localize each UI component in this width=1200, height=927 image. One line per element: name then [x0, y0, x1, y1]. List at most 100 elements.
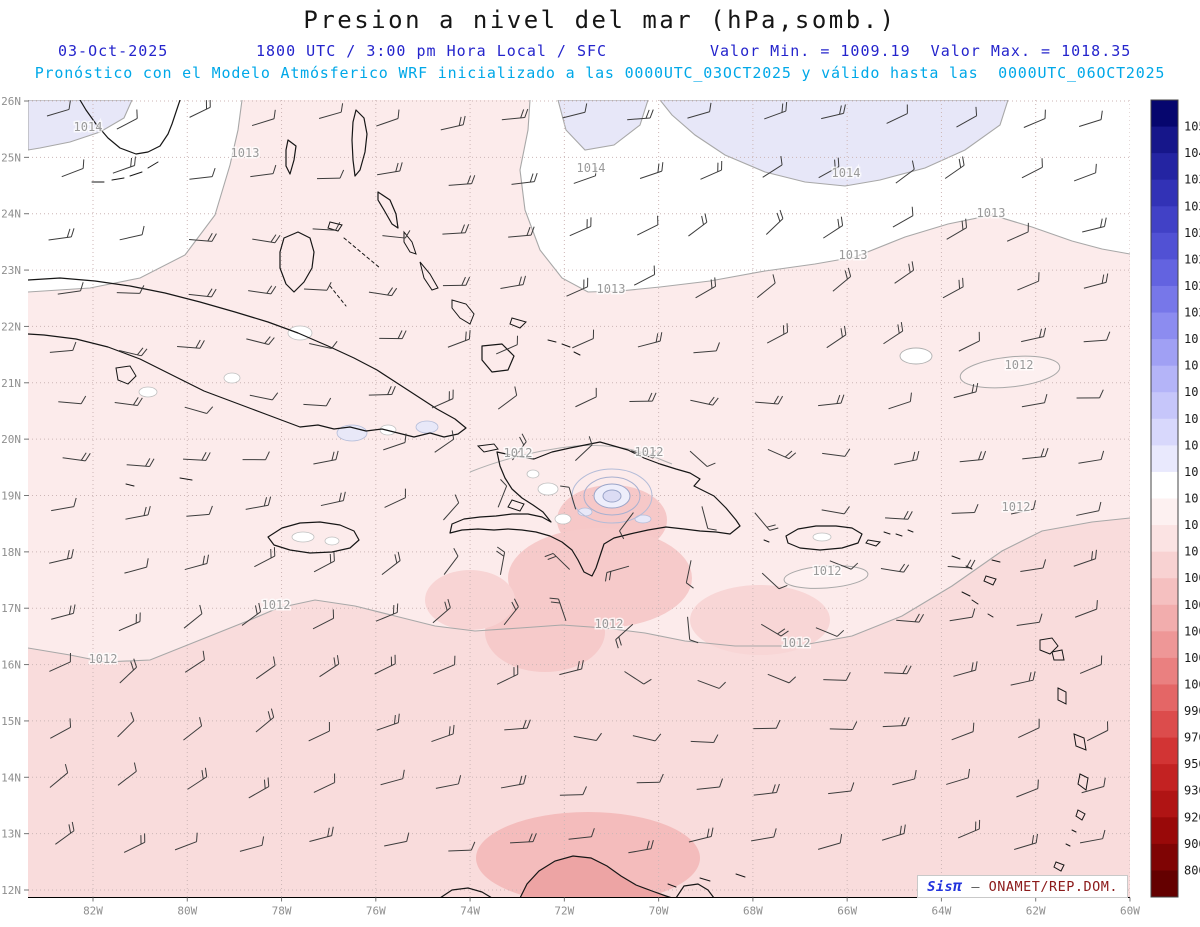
wind-barb [250, 164, 277, 178]
wind-barb [1086, 721, 1109, 742]
wind-barb [501, 108, 529, 121]
wind-barb [1083, 273, 1109, 289]
wind-barb [568, 828, 595, 840]
wind-barb [443, 494, 460, 521]
wind-barb [637, 215, 659, 236]
wind-barb [1006, 222, 1029, 242]
colorbar-tick-label: 1030 [1184, 199, 1200, 213]
wind-barb [448, 175, 476, 186]
coastlines [28, 100, 1089, 898]
florida-coastline [79, 100, 181, 183]
contour-label: 1012 [262, 598, 291, 612]
lon-label: 78W [272, 905, 292, 918]
wind-barb [1082, 217, 1107, 233]
wind-barb [184, 406, 214, 414]
wind-barb [431, 724, 455, 743]
wind-barb [885, 510, 913, 520]
colorbar-tick-label: 1019 [1184, 332, 1200, 346]
wind-barb [892, 770, 917, 786]
contour-label: 1012 [504, 446, 533, 460]
wind-barb [636, 773, 664, 784]
wind-barb [124, 558, 149, 574]
wind-barb [549, 597, 567, 621]
wind-barb [818, 394, 845, 407]
wind-barb [117, 762, 137, 786]
grid-lines [28, 100, 1130, 898]
wind-barb [624, 671, 652, 685]
wind-barb [313, 551, 335, 573]
wind-barb [186, 505, 213, 517]
wind-barb [61, 159, 85, 178]
wind-barb [754, 512, 779, 531]
cayman-islands [125, 477, 193, 487]
wind-barb [434, 430, 455, 453]
hispaniola-coastline [449, 441, 741, 577]
colorbar-tick-label: 1002 [1184, 651, 1200, 665]
colorbar-tick-label: 1016 [1184, 412, 1200, 426]
wind-barb [448, 841, 476, 852]
colorbar-tick-label: 920 [1184, 810, 1200, 824]
wind-barb [183, 604, 203, 629]
forecast-date: 03-Oct-2025 [58, 42, 169, 60]
wind-barb [116, 285, 145, 294]
wind-barb [956, 106, 978, 128]
wind-barb [183, 451, 211, 461]
wind-barb [1010, 500, 1036, 515]
wind-barb [252, 234, 281, 244]
wind-barb [309, 826, 334, 842]
wind-barb [255, 656, 276, 680]
wind-barb [320, 491, 346, 507]
wind-barb [188, 288, 217, 298]
contour-label: 1012 [1005, 358, 1034, 372]
contour-label: 1013 [839, 248, 868, 262]
wind-barb [761, 572, 788, 590]
wind-barb [49, 763, 69, 788]
colorbar-cell [1151, 100, 1178, 128]
colorbar-cell [1151, 817, 1178, 845]
wind-barb [942, 277, 964, 299]
lesser-antilles-coastlines [667, 529, 1089, 888]
wind-barb [497, 386, 518, 410]
wind-barb [500, 275, 526, 289]
wind-barb [319, 655, 340, 678]
lon-label: 66W [837, 905, 857, 918]
colorbar-tick-label: 900 [1184, 837, 1200, 851]
wind-barb [753, 719, 781, 730]
wind-barb [246, 336, 275, 346]
wind-barb [254, 547, 276, 568]
lon-label: 76W [366, 905, 386, 918]
wind-barb [896, 613, 924, 623]
lon-label: 64W [931, 905, 951, 918]
colorbar-cell [1151, 684, 1178, 712]
wind-barb [187, 767, 208, 790]
wind-barb [318, 103, 344, 120]
wind-barb [174, 832, 198, 851]
forecast-time: 1800 UTC / 3:00 pm Hora Local / SFC [256, 42, 608, 60]
wind-barb [384, 488, 406, 508]
colorbar-cell [1151, 339, 1178, 367]
wind-barb [765, 209, 784, 235]
wind-barb [688, 827, 714, 843]
wind-barb [953, 661, 978, 677]
wind-barb [700, 161, 723, 180]
wind-barb [118, 612, 141, 632]
wind-barb [116, 109, 138, 130]
wind-barb [433, 655, 456, 675]
contour-labels: 1014 1013 1014 1014 1013 1013 1013 1012 1012 1012… [72, 119, 1035, 668]
wind-barb [756, 274, 776, 298]
colorbar-tick-label: 1000 [1184, 677, 1200, 691]
wind-barb [687, 102, 712, 119]
colorbar-tick-label: 1035 [1184, 173, 1200, 187]
wind-barb [817, 834, 843, 850]
wind-barb [685, 560, 694, 589]
credit-box: Sisπ – ONAMET/REP.DOM. [917, 875, 1128, 898]
south-america-coastline [439, 855, 715, 898]
wind-barb [368, 287, 398, 297]
wind-barb [496, 665, 519, 685]
wind-barb [880, 563, 910, 573]
wind-barb [248, 285, 277, 295]
wind-barb [888, 392, 912, 410]
wind-barb [62, 452, 91, 462]
colorbar-tick-label: 1008 [1184, 571, 1200, 585]
contour-label: 1012 [1002, 500, 1031, 514]
